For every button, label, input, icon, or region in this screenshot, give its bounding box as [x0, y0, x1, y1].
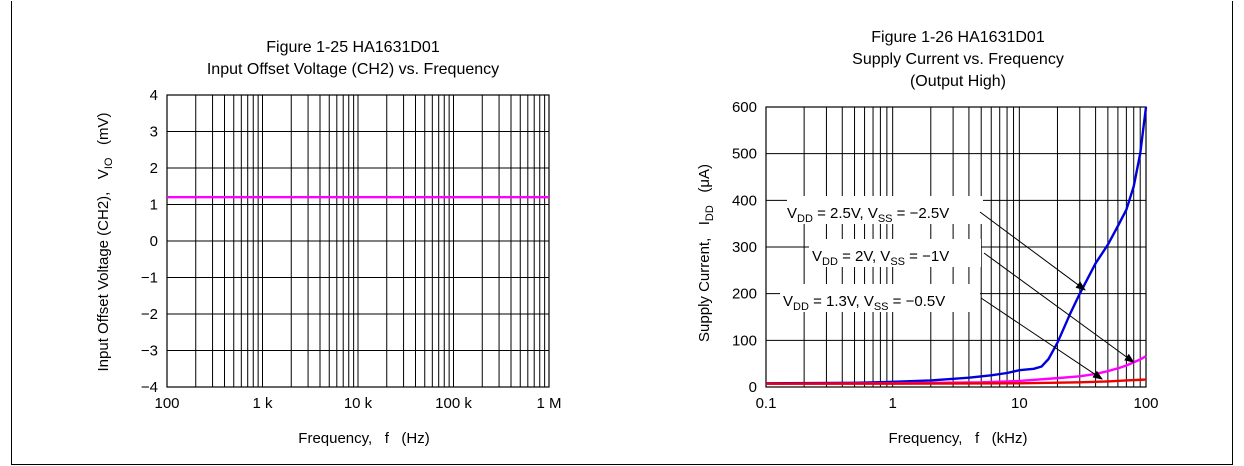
- chart2-x-tick-label: 10: [1011, 395, 1028, 412]
- chart2-x-tick-label: 100: [1133, 395, 1158, 412]
- chart1-ylabel-unit-spacer: [95, 145, 112, 158]
- chart2-ylabel-sub: DD: [704, 205, 716, 221]
- chart1-x-tick-label: 1 k: [252, 395, 273, 412]
- chart1-ylabel: Input Offset Voltage (CH2), VIO (mV): [95, 113, 115, 372]
- chart2-annotation-dd-value: = 2V, V: [838, 248, 890, 265]
- chart1-y-tick-label: 2: [150, 160, 158, 177]
- chart2-annotation-vdd: V: [812, 248, 822, 265]
- chart2-annotation-label: VDD = 2.5V, VSS = −2.5V: [787, 205, 949, 225]
- chart2-series-3-line: [766, 378, 1147, 385]
- chart2-annotation-arrow: [983, 252, 1135, 363]
- chart1-plot-frame: [166, 94, 550, 388]
- chart2-ylabel: Supply Current, IDD (μA): [696, 164, 716, 342]
- chart1-y-tick-label: 4: [150, 87, 158, 104]
- chart1-y-tick-label: 3: [150, 124, 158, 141]
- chart2-annotation-dd-value: = 2.5V, V: [813, 205, 878, 222]
- chart1-y-tick-label: −4: [141, 379, 158, 396]
- chart2-annotation-ss-value: = −1V: [905, 248, 949, 265]
- chart2-title-line2: Supply Current vs. Frequency: [852, 51, 1064, 68]
- chart2-x-tick-label: 1: [888, 395, 896, 412]
- chart2-y-tick-label: 300: [732, 239, 757, 256]
- chart2-annotation-arrow: [979, 211, 1086, 291]
- chart2-annotation-vdd-sub: DD: [822, 256, 838, 268]
- chart2-annotation-box: [787, 196, 983, 224]
- chart2-annotation-vdd-sub: DD: [797, 213, 813, 225]
- chart2-y-tick-label: 600: [732, 99, 757, 116]
- chart2-title-line1: Figure 1-26 HA1631D01: [871, 29, 1045, 46]
- chart2-annotation-vdd-sub: DD: [793, 301, 809, 313]
- chart1-y-tick-label: −3: [141, 343, 158, 360]
- chart2-y-tick-label: 100: [732, 332, 757, 349]
- chart1-y-tick-label: −1: [141, 270, 158, 287]
- chart2-x-tick-label: 0.1: [756, 395, 777, 412]
- chart2-annotation-box: [809, 239, 981, 267]
- chart1-y-tick-label: −2: [141, 306, 158, 323]
- chart2-annotation-ss-value: = −2.5V: [893, 205, 950, 222]
- chart1-ylabel-sub: IO: [103, 157, 115, 169]
- figure-frame: [11, 1, 1233, 465]
- chart1-y-tick-label: 1: [150, 197, 158, 214]
- chart2-annotation-box: [780, 284, 980, 312]
- chart2-xlabel: Frequency, f (kHz): [889, 430, 1028, 447]
- chart1-x-tick-label: 100 k: [435, 395, 472, 412]
- chart1-y-tick-label: 0: [150, 233, 158, 250]
- chart2-annotation-vdd: V: [783, 293, 793, 310]
- chart1-ylabel-unit: (mV): [95, 113, 112, 146]
- chart1-x-tick-label: 10 k: [344, 395, 373, 412]
- chart2-annotation-vss-sub: SS: [874, 301, 889, 313]
- chart2-annotation-label: VDD = 1.3V, VSS = −0.5V: [783, 293, 945, 313]
- chart1-title-line2: Input Offset Voltage (CH2) vs. Frequency: [207, 61, 499, 78]
- chart2-ylabel-unit: (μA): [696, 164, 713, 193]
- chart2-series-1-line: [765, 106, 1148, 385]
- chart2-y-tick-label: 0: [749, 379, 757, 396]
- chart2-title-line3: (Output High): [910, 73, 1006, 90]
- chart2-plot-frame: [765, 106, 1147, 388]
- chart1-ylabel-main: Input Offset Voltage (CH2), V: [95, 169, 112, 371]
- chart1-plot-area: 100 1 k 10 k 100 k 1 M 4 3 2 1 0 −1 −2 −3 −4: [141, 87, 562, 412]
- chart1-xlabel: Frequency, f (Hz): [298, 430, 429, 447]
- chart2-ylabel-main: Supply Current, I: [696, 221, 713, 342]
- chart2-y-tick-label: 500: [732, 146, 757, 163]
- chart2-annotation-dd-value: = 1.3V, V: [809, 293, 874, 310]
- chart2-y-tick-label: 200: [732, 286, 757, 303]
- chart2-annotation-vss-sub: SS: [878, 213, 893, 225]
- chart2-annotation-ss-value: = −0.5V: [889, 293, 946, 310]
- chart2-annotation-vss-sub: SS: [890, 256, 905, 268]
- chart2-annotation-label: VDD = 2V, VSS = −1V: [812, 248, 949, 268]
- chart2-annotation-vdd: V: [787, 205, 797, 222]
- chart1-x-tick-label: 100: [154, 395, 179, 412]
- chart2-ylabel-unit-spacer: [696, 193, 713, 206]
- chart2-y-tick-label: 400: [732, 192, 757, 209]
- chart1-title-line1: Figure 1-25 HA1631D01: [266, 39, 440, 56]
- chart1-x-tick-label: 1 M: [536, 395, 561, 412]
- chart2-annotation-arrow: [980, 297, 1103, 380]
